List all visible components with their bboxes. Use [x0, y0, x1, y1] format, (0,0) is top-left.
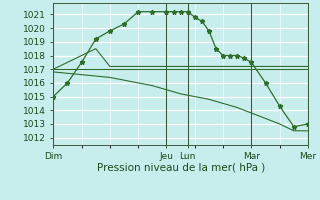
X-axis label: Pression niveau de la mer( hPa ): Pression niveau de la mer( hPa ) [97, 163, 265, 173]
